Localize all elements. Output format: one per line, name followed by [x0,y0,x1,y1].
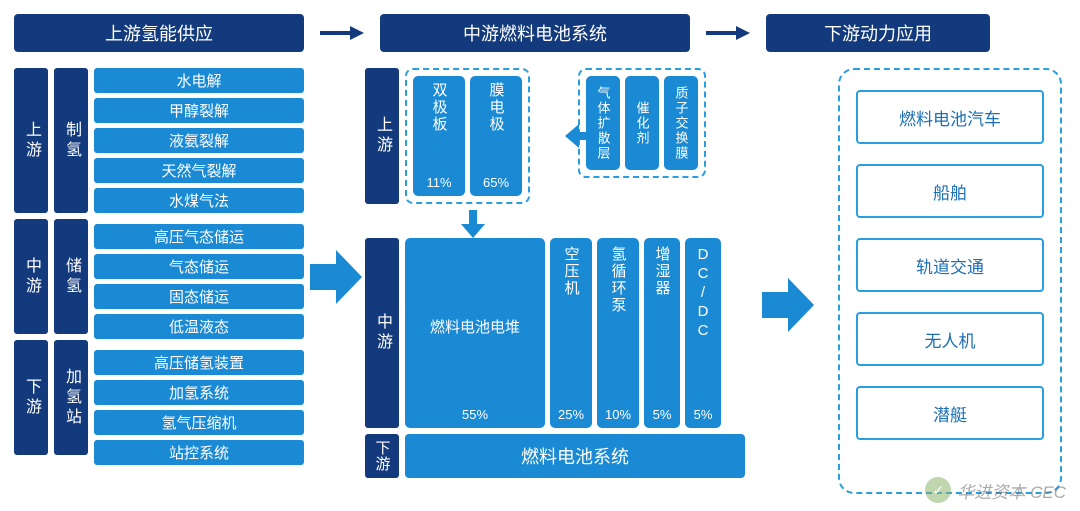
flow-arrow-1 [310,250,362,304]
header-arrow-1 [320,24,364,42]
s2-upstream-cell: 双极板11% [413,76,465,196]
flow-arrow-2 [762,278,814,332]
s1-category: 加氢站 [54,340,88,455]
section-fuel-cell-system: 上游 双极板11%膜电极65% 气体扩散层催化剂质子交换膜 中游 燃料电池电堆5… [365,68,745,484]
header-upstream: 上游氢能供应 [14,14,304,52]
s1-item: 高压气态储运 [94,224,304,249]
header-midstream: 中游燃料电池系统 [380,14,690,52]
header-downstream: 下游动力应用 [766,14,990,52]
s1-category: 制氢 [54,68,88,213]
s2-mid-cell: 空压机25% [550,238,592,428]
s2-level-mid: 中游 [365,238,399,428]
down-arrow-icon [461,210,841,238]
header-row: 上游氢能供应 中游燃料电池系统 下游动力应用 [0,14,1080,52]
watermark: ✓ 华进资本 CEC [925,477,1066,503]
s1-item: 天然气裂解 [94,158,304,183]
s1-item: 低温液态 [94,314,304,339]
upstream-main-group: 双极板11%膜电极65% [405,68,530,204]
s1-item: 气态储运 [94,254,304,279]
s2-mid-cell: 氢循环泵10% [597,238,639,428]
s1-item: 水电解 [94,68,304,93]
s1-item: 氢气压缩机 [94,410,304,435]
s2-input-cell: 气体扩散层 [586,76,620,170]
section-applications: 燃料电池汽车船舶轨道交通无人机潜艇 [838,68,1062,494]
s1-item: 高压储氢装置 [94,350,304,375]
s2-mid-cell: DC/DC5% [685,238,721,428]
s1-item: 站控系统 [94,440,304,465]
s1-item: 固态储运 [94,284,304,309]
application-item: 船舶 [856,164,1044,218]
s2-input-cell: 质子交换膜 [664,76,698,170]
s1-item: 液氨裂解 [94,128,304,153]
watermark-text: 华进资本 CEC [957,478,1066,503]
s2-mid-cell: 燃料电池电堆55% [405,238,545,428]
application-item: 燃料电池汽车 [856,90,1044,144]
input-arrow-icon [565,124,599,153]
s2-mid-cell: 增湿器5% [644,238,680,428]
s1-level: 下游 [14,340,48,455]
s1-category: 储氢 [54,219,88,334]
s1-item: 水煤气法 [94,188,304,213]
s2-upstream-cell: 膜电极65% [470,76,522,196]
section-upstream-supply: 上游中游下游 制氢储氢加氢站 水电解甲醇裂解液氨裂解天然气裂解水煤气法高压气态储… [14,68,304,465]
application-item: 潜艇 [856,386,1044,440]
wechat-icon: ✓ [925,477,951,503]
application-item: 轨道交通 [856,238,1044,292]
s2-level-down: 下游 [365,434,399,478]
s1-level: 上游 [14,68,48,213]
s1-level: 中游 [14,219,48,334]
s1-item: 加氢系统 [94,380,304,405]
application-item: 无人机 [856,312,1044,366]
s1-item: 甲醇裂解 [94,98,304,123]
header-arrow-2 [706,24,750,42]
upstream-inputs-group: 气体扩散层催化剂质子交换膜 [578,68,706,178]
s2-system-bar: 燃料电池系统 [405,434,745,478]
s2-input-cell: 催化剂 [625,76,659,170]
s2-level-upstream: 上游 [365,68,399,204]
